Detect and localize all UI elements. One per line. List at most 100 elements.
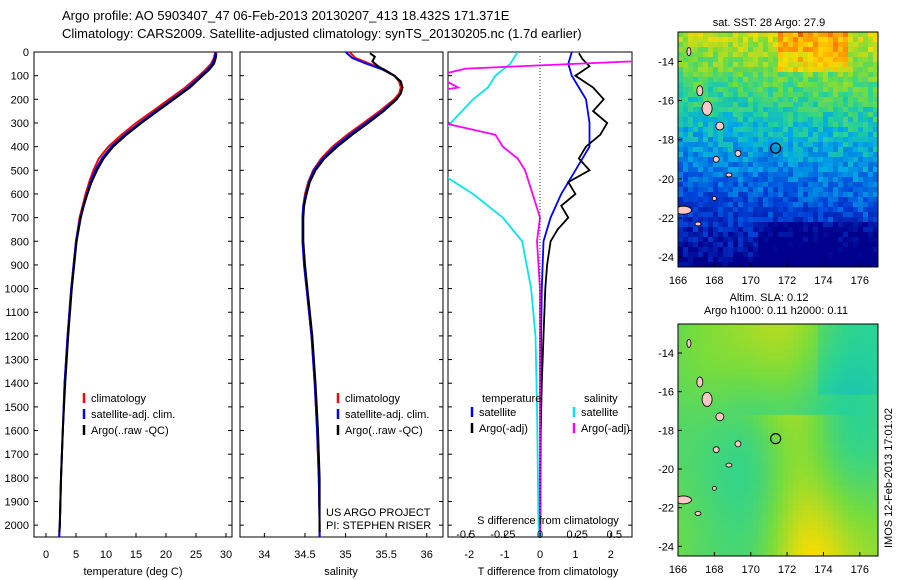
sst-cell	[733, 237, 739, 243]
sst-cell	[683, 142, 689, 148]
sst-cell	[698, 112, 704, 118]
sla-cell	[853, 490, 859, 496]
sst-cell	[698, 167, 704, 173]
sst-cell	[758, 237, 764, 243]
sla-cell	[708, 495, 714, 501]
sst-cell	[853, 132, 859, 138]
sla-cell	[688, 505, 694, 512]
sst-cell	[773, 202, 779, 208]
sst-cell	[723, 132, 729, 138]
sla-cell	[698, 520, 704, 527]
sst-cell	[753, 207, 759, 213]
sla-cell	[748, 389, 754, 396]
sla-cell	[843, 359, 849, 365]
sla-cell	[783, 369, 789, 375]
sst-cell	[723, 232, 729, 238]
sla-cell	[683, 384, 689, 390]
sst-cell	[758, 57, 764, 63]
sst-cell	[818, 237, 824, 243]
sst-cell	[793, 207, 799, 213]
sst-cell	[778, 217, 784, 223]
sst-cell	[728, 187, 734, 193]
sst-cell	[823, 92, 829, 98]
sst-cell	[808, 212, 814, 218]
legend-label-argo: Argo(..raw -QC)	[91, 425, 169, 437]
sla-cell	[698, 414, 704, 421]
sla-cell	[728, 520, 734, 527]
sla-cell	[713, 500, 719, 506]
sla-cell	[843, 324, 849, 330]
sla-cell	[693, 465, 699, 471]
sst-cell	[763, 42, 769, 48]
sst-cell	[798, 212, 804, 218]
sla-cell	[818, 515, 824, 522]
sst-cell	[713, 237, 719, 243]
sla-cell	[773, 414, 779, 421]
sst-cell	[848, 92, 854, 98]
sst-map-axes: 166 168 170 172 174 176-14-16-18-20-22-24	[658, 56, 869, 287]
sla-cell	[703, 450, 709, 456]
sst-cell	[683, 47, 689, 53]
sst-cell	[703, 92, 709, 98]
sst-cell	[678, 107, 684, 113]
sla-cell	[833, 535, 839, 542]
sst-cell	[818, 147, 824, 153]
sst-cell	[838, 102, 844, 108]
sst-cell	[728, 262, 734, 267]
sst-cell	[853, 232, 859, 238]
sst-cell	[793, 252, 799, 258]
sst-cell	[833, 192, 839, 198]
sla-cell	[768, 399, 774, 406]
sla-cell	[723, 515, 729, 522]
island-shape	[712, 446, 720, 454]
sst-cell	[688, 147, 694, 153]
sst-cell	[793, 182, 799, 188]
sst-cell	[858, 162, 864, 168]
sla-cell	[753, 349, 759, 355]
sst-cell	[678, 127, 684, 133]
sst-cell	[723, 152, 729, 158]
sla-cell	[773, 505, 779, 512]
sla-cell	[813, 485, 819, 491]
sst-cell	[803, 217, 809, 223]
sst-cell	[703, 162, 709, 168]
sst-cell	[818, 127, 824, 133]
sla-cell	[808, 535, 814, 542]
sla-cell	[858, 394, 864, 401]
sla-cell	[703, 545, 709, 552]
sst-cell	[863, 117, 869, 123]
sst-cell	[828, 252, 834, 258]
sst-cell	[873, 97, 878, 103]
sla-cell	[728, 369, 734, 375]
sst-cell	[863, 212, 869, 218]
sst-cell	[868, 207, 874, 213]
sla-cell	[853, 495, 859, 501]
sla-cell	[683, 470, 689, 476]
sla-cell	[698, 500, 704, 506]
sst-cell	[798, 247, 804, 253]
sst-cell	[723, 67, 729, 73]
sla-cell	[748, 525, 754, 532]
sst-cell	[708, 202, 714, 208]
sla-cell	[758, 324, 764, 330]
sla-cell	[763, 349, 769, 355]
sst-cell	[823, 202, 829, 208]
sla-cell	[708, 480, 714, 486]
sst-cell	[848, 237, 854, 243]
sst-cell	[698, 72, 704, 78]
sla-cell	[773, 440, 779, 446]
island-shape	[686, 338, 692, 348]
sla-cell	[863, 480, 869, 486]
sla-cell	[858, 535, 864, 542]
sst-cell	[758, 137, 764, 143]
sst-cell	[863, 227, 869, 233]
sla-cell	[798, 440, 804, 446]
sla-cell	[783, 460, 789, 466]
sla-cell	[838, 465, 844, 471]
sla-cell	[683, 344, 689, 350]
sst-cell	[738, 187, 744, 193]
sst-cell	[778, 97, 784, 103]
sla-cell	[863, 379, 869, 385]
sst-cell	[683, 187, 689, 193]
sla-cell	[783, 334, 789, 340]
